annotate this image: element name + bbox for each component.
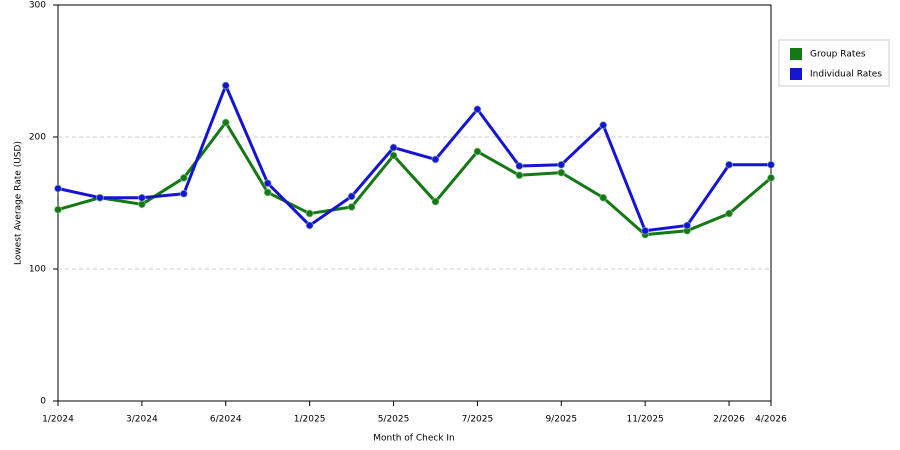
x-tick-label: 11/2025: [626, 415, 663, 425]
point: [179, 173, 188, 182]
legend-swatch: [790, 68, 802, 80]
point: [599, 193, 608, 202]
y-tick-label: 300: [29, 1, 46, 11]
point: [305, 209, 314, 218]
x-tick-label: 4/2026: [755, 415, 787, 425]
point: [557, 160, 566, 169]
point: [95, 193, 104, 202]
point: [54, 184, 62, 193]
x-tick-label: 6/2024: [210, 415, 242, 425]
series-line: [57, 120, 772, 237]
point: [263, 179, 272, 188]
point: [599, 121, 608, 130]
point: [137, 200, 146, 209]
legend-swatch: [790, 48, 802, 60]
x-axis-title: Month of Check In: [373, 434, 455, 444]
point: [473, 105, 482, 114]
point: [54, 205, 62, 214]
point: [683, 221, 692, 230]
point: [389, 151, 398, 160]
point: [515, 162, 524, 171]
y-axis-title: Lowest Average Rate (USD): [14, 141, 24, 265]
point: [767, 173, 775, 182]
point: [431, 155, 440, 164]
point: [725, 209, 734, 218]
point: [221, 81, 230, 90]
series-line: [57, 84, 771, 233]
point: [473, 147, 482, 156]
y-tick-label: 200: [29, 133, 46, 143]
y-tick-label: 0: [40, 397, 46, 407]
point: [389, 143, 398, 152]
point: [263, 188, 272, 197]
plot-frame: [57, 4, 772, 402]
point: [179, 189, 188, 198]
point: [767, 160, 775, 169]
point: [221, 118, 230, 127]
point: [137, 193, 146, 202]
point: [557, 168, 566, 177]
point: [347, 202, 356, 211]
legend-label: Individual Rates: [810, 70, 882, 80]
x-tick-label: 2/2026: [713, 415, 745, 425]
x-tick-label: 9/2025: [545, 415, 577, 425]
x-tick-label: 3/2024: [126, 415, 158, 425]
point: [431, 197, 440, 206]
point: [641, 226, 650, 235]
legend-label: Group Rates: [810, 50, 866, 60]
point: [305, 221, 314, 230]
y-tick-label: 100: [29, 265, 46, 275]
x-tick-label: 1/2025: [294, 415, 326, 425]
point: [725, 160, 734, 169]
x-tick-label: 1/2024: [42, 415, 74, 425]
x-tick-label: 5/2025: [378, 415, 410, 425]
x-tick-label: 7/2025: [462, 415, 494, 425]
point: [515, 171, 524, 180]
point: [347, 192, 356, 201]
